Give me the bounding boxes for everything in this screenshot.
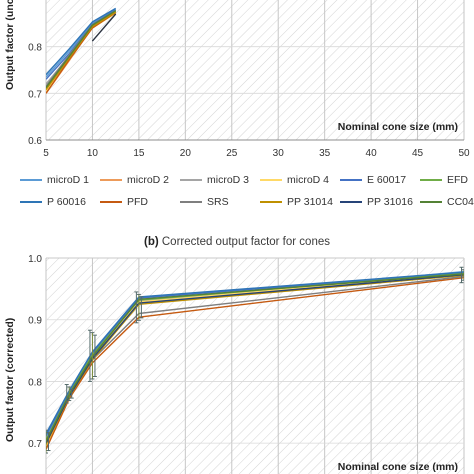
legend-swatch xyxy=(20,201,42,203)
legend-label: microD 4 xyxy=(287,174,330,186)
legend-swatch xyxy=(180,201,202,203)
series-line xyxy=(46,10,117,89)
panel-b-title: (b) Corrected output factor for cones xyxy=(0,236,474,248)
y-tick-label: 0.7 xyxy=(28,89,42,100)
legend-item: microD 1 xyxy=(20,171,89,189)
panel-a-y-axis-label: Output factor (unc xyxy=(4,0,16,90)
legend-label: PP 31016 xyxy=(367,196,413,208)
x-tick-label: 20 xyxy=(180,148,192,159)
legend-item: PP 31014 xyxy=(260,193,333,211)
y-tick-label: 0.7 xyxy=(28,439,42,450)
series-line xyxy=(46,7,117,76)
panel-b: 0.7 0.8 0.9 1.0 Nominal cone size (mm) Outp… xyxy=(4,254,465,474)
panel-a-series-lines xyxy=(46,7,117,94)
panel-b-y-tick-labels: 0.7 0.8 0.9 1.0 xyxy=(28,254,42,450)
legend-swatch xyxy=(100,179,122,181)
panel-a-x-axis-label: Nominal cone size (mm) xyxy=(338,121,458,133)
legend-label: EFD xyxy=(447,174,468,186)
x-tick-label: 5 xyxy=(43,148,49,159)
legend-swatch xyxy=(420,201,442,203)
x-tick-label: 10 xyxy=(87,148,99,159)
legend-item: microD 4 xyxy=(260,171,329,189)
legend-label: microD 3 xyxy=(207,174,250,186)
legend-item: SRS xyxy=(180,193,229,211)
legend-swatch xyxy=(180,179,202,181)
legend-label: microD 1 xyxy=(47,174,90,186)
series-line xyxy=(46,11,117,91)
y-tick-label: 1.0 xyxy=(28,254,42,265)
panel-a-plot-area xyxy=(46,0,464,140)
x-tick-label: 15 xyxy=(133,148,145,159)
panel-b-y-axis-label: Output factor (corrected) xyxy=(4,318,16,442)
y-tick-label: 0.9 xyxy=(28,316,42,327)
panel-a-y-tick-labels: 0.6 0.7 0.8 xyxy=(28,43,42,147)
x-tick-label: 45 xyxy=(412,148,424,159)
series-line xyxy=(46,12,117,94)
legend-swatch xyxy=(20,179,42,181)
y-tick-label: 0.8 xyxy=(28,377,42,388)
panel-a: 0.6 0.7 0.8 5 10 15 20 25 30 35 40 45 50 Nominal co… xyxy=(4,0,470,159)
legend-item: microD 3 xyxy=(180,171,249,189)
x-tick-label: 25 xyxy=(226,148,238,159)
legend-swatch xyxy=(340,179,362,181)
panel-b-title-text: Corrected output factor for cones xyxy=(161,236,330,248)
legend: microD 1 microD 2 microD 3 microD 4 E 60017 E… xyxy=(14,168,474,214)
y-tick-label: 0.6 xyxy=(28,136,42,147)
legend-item: PP 31016 xyxy=(340,193,413,211)
x-tick-label: 30 xyxy=(273,148,285,159)
legend-item: EFD xyxy=(420,171,468,189)
legend-swatch xyxy=(260,201,282,203)
x-tick-label: 35 xyxy=(319,148,331,159)
legend-item: E 60017 xyxy=(340,171,406,189)
panel-b-title-label: (b) xyxy=(143,236,159,248)
legend-swatch xyxy=(260,179,282,181)
legend-item: P 60016 xyxy=(20,193,86,211)
legend-label: P 60016 xyxy=(47,196,86,208)
legend-label: PFD xyxy=(127,196,148,208)
x-tick-label: 50 xyxy=(458,148,470,159)
y-tick-label: 0.8 xyxy=(28,43,42,54)
series-line xyxy=(92,13,117,42)
legend-item: CC04 xyxy=(420,193,474,211)
legend-label: CC04 xyxy=(447,196,474,208)
legend-label: E 60017 xyxy=(367,174,407,186)
legend-label: SRS xyxy=(207,196,229,208)
legend-swatch xyxy=(340,201,362,203)
panel-b-x-axis-label: Nominal cone size (mm) xyxy=(338,461,458,473)
legend-swatch xyxy=(100,201,122,203)
panel-b-error-bars xyxy=(46,266,464,454)
legend-item: microD 2 xyxy=(100,171,169,189)
legend-label: PP 31014 xyxy=(287,196,333,208)
panel-a-x-tick-labels: 5 10 15 20 25 30 35 40 45 50 xyxy=(43,148,470,159)
x-tick-label: 40 xyxy=(366,148,378,159)
legend-label: microD 2 xyxy=(127,174,170,186)
legend-swatch xyxy=(420,179,442,181)
legend-item: PFD xyxy=(100,193,148,211)
